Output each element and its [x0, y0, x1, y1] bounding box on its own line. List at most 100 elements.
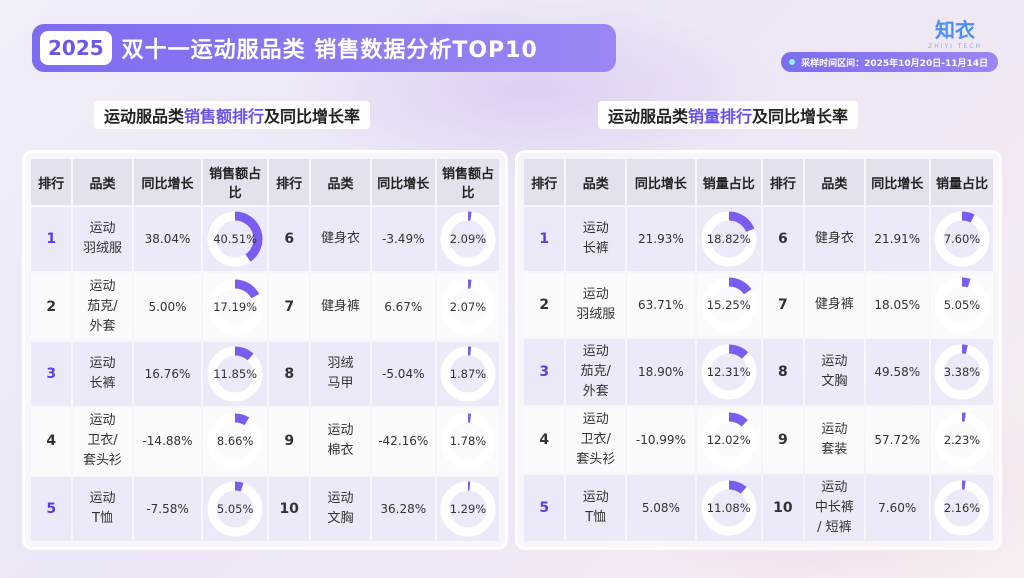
rank-cell: 10 — [268, 476, 310, 541]
yoy-growth-cell: -7.58% — [133, 476, 202, 541]
share-donut — [440, 346, 496, 402]
share-percent: 1.87% — [449, 366, 487, 381]
category-label: / 短裤 — [817, 519, 852, 535]
category-cell: 运动 卫衣/套头衫 — [566, 406, 625, 473]
right-title-highlight: 销量排行 — [688, 107, 753, 126]
category-label: 健身衣 — [321, 231, 361, 247]
share-donut-wrap: 40.51% — [206, 210, 264, 268]
category-label: 运动 — [821, 421, 848, 437]
category-label: 马甲 — [327, 375, 354, 391]
share-donut-wrap: 18.82% — [700, 210, 758, 268]
category-label: 外套 — [89, 318, 116, 334]
table-row: 2 运动 羽绒服 63.71% 15.25% 7 健身裤 18.05% 5.05% — [524, 272, 993, 337]
rank-cell: 4 — [31, 408, 72, 475]
rank-cell: 9 — [762, 406, 804, 473]
table-row: 5 运动 T恤 5.08% 11.08% 10 运动 中长裤 / 短裤 7.60% 2.16% — [524, 474, 993, 541]
share-cell: 18.82% — [696, 207, 761, 271]
category-label: 运动 — [89, 278, 116, 294]
category-cell: 健身衣 — [805, 207, 864, 271]
share-cell: 8.66% — [203, 408, 267, 475]
rank-cell: 2 — [524, 272, 565, 337]
share-percent: 2.16% — [943, 500, 981, 515]
category-cell: 运动 文胸 — [805, 338, 864, 405]
share-donut-wrap: 8.66% — [206, 412, 264, 470]
share-percent: 1.78% — [449, 434, 487, 449]
column-header: 销售额占比 — [203, 159, 267, 205]
share-cell: 12.02% — [696, 406, 761, 473]
yoy-growth-cell: 6.67% — [371, 273, 435, 340]
share-donut — [440, 481, 496, 537]
share-donut — [207, 279, 263, 335]
table-row: 4 运动 卫衣/套头衫 -14.88% 8.66% 9 运动 棉衣 -42.16% 1.78% — [31, 408, 499, 475]
share-cell: 1.29% — [436, 476, 499, 541]
logo-text: 知衣 — [935, 18, 976, 42]
share-donut — [207, 481, 263, 537]
column-header: 同比增长 — [133, 159, 202, 205]
category-label: 运动 — [327, 490, 354, 506]
share-cell: 17.19% — [203, 273, 267, 340]
category-cell: 健身裤 — [805, 272, 864, 337]
table-header-row: 排行 品类 同比增长 销售额占比 排行 品类 同比增长 销售额占比 — [31, 159, 499, 205]
sales-amount-table: 排行 品类 同比增长 销售额占比 排行 品类 同比增长 销售额占比 1 运动 羽绒服 38.04% 40… — [29, 157, 501, 543]
column-header: 排行 — [762, 159, 804, 205]
share-donut-wrap: 2.23% — [933, 411, 991, 469]
share-percent: 2.23% — [943, 432, 981, 447]
share-donut-wrap: 12.31% — [700, 343, 758, 401]
category-label: 运动 — [89, 490, 116, 506]
share-donut — [934, 480, 990, 536]
donut-arc — [728, 480, 747, 494]
rank-cell: 4 — [524, 406, 565, 473]
donut-arc — [728, 277, 752, 295]
column-header: 销售额占比 — [436, 159, 499, 205]
share-percent: 12.02% — [706, 432, 751, 447]
column-header: 同比增长 — [626, 159, 695, 205]
column-header: 品类 — [73, 159, 132, 205]
table-row: 1 运动 羽绒服 38.04% 40.51% 6 健身衣 -3.49% 2.09% — [31, 207, 499, 272]
rank-cell: 2 — [31, 273, 72, 340]
share-cell: 12.31% — [696, 338, 761, 405]
category-label: 运动 — [582, 411, 609, 427]
category-cell: 运动 中长裤 / 短裤 — [805, 474, 864, 541]
category-label: 茄克/ — [87, 298, 118, 314]
rank-cell: 3 — [524, 338, 565, 405]
table-header-row: 排行 品类 同比增长 销量占比 排行 品类 同比增长 销量占比 — [524, 159, 993, 205]
share-donut — [934, 344, 990, 400]
yoy-growth-cell: -5.04% — [371, 341, 435, 407]
share-cell: 11.08% — [696, 474, 761, 541]
table-row: 5 运动 T恤 -7.58% 5.05% 10 运动 文胸 36.28% 1.29% — [31, 476, 499, 541]
share-percent: 8.66% — [216, 434, 254, 449]
share-percent: 2.07% — [449, 299, 487, 314]
share-percent: 5.05% — [943, 297, 981, 312]
category-label: 羽绒服 — [82, 241, 122, 257]
donut-arc — [961, 211, 975, 223]
yoy-growth-cell: 49.58% — [865, 338, 929, 405]
yoy-growth-cell: 63.71% — [626, 272, 695, 337]
share-percent: 17.19% — [213, 299, 258, 314]
rank-cell: 1 — [524, 207, 565, 271]
category-label: 长裤 — [89, 375, 116, 391]
column-header: 同比增长 — [371, 159, 435, 205]
donut-arc — [234, 279, 260, 299]
category-label: 运动 — [821, 353, 848, 369]
share-donut — [701, 480, 757, 536]
category-label: 长裤 — [582, 240, 609, 256]
right-section-title: 运动服品类 销量排行 及同比增长率 — [598, 101, 859, 129]
share-donut-wrap: 3.38% — [933, 343, 991, 401]
category-label: 文胸 — [821, 373, 848, 389]
share-cell: 7.60% — [930, 207, 993, 271]
rank-cell: 7 — [762, 272, 804, 337]
rank-cell: 8 — [268, 341, 310, 407]
share-percent: 2.09% — [449, 232, 487, 247]
share-donut-wrap: 1.78% — [439, 412, 497, 470]
share-donut — [440, 211, 496, 267]
donut-arc — [728, 412, 748, 427]
right-volume-panel: 排行 品类 同比增长 销量占比 排行 品类 同比增长 销量占比 1 运动 长裤 21.93% 18.82… — [515, 150, 1002, 550]
category-label: 茄克/ — [580, 363, 611, 379]
table-row: 3 运动 茄克/外套 18.90% 12.31% 8 运动 文胸 49.58% 3.38% — [524, 338, 993, 405]
date-range-text: 采样时间区间：2025年10月20日-11月14日 — [801, 58, 988, 69]
share-cell: 2.23% — [930, 406, 993, 473]
category-label: 中长裤 — [814, 499, 854, 515]
share-donut — [701, 344, 757, 400]
sales-volume-table: 排行 品类 同比增长 销量占比 排行 品类 同比增长 销量占比 1 运动 长裤 21.93% 18.82… — [522, 157, 995, 543]
rank-cell: 6 — [762, 207, 804, 271]
